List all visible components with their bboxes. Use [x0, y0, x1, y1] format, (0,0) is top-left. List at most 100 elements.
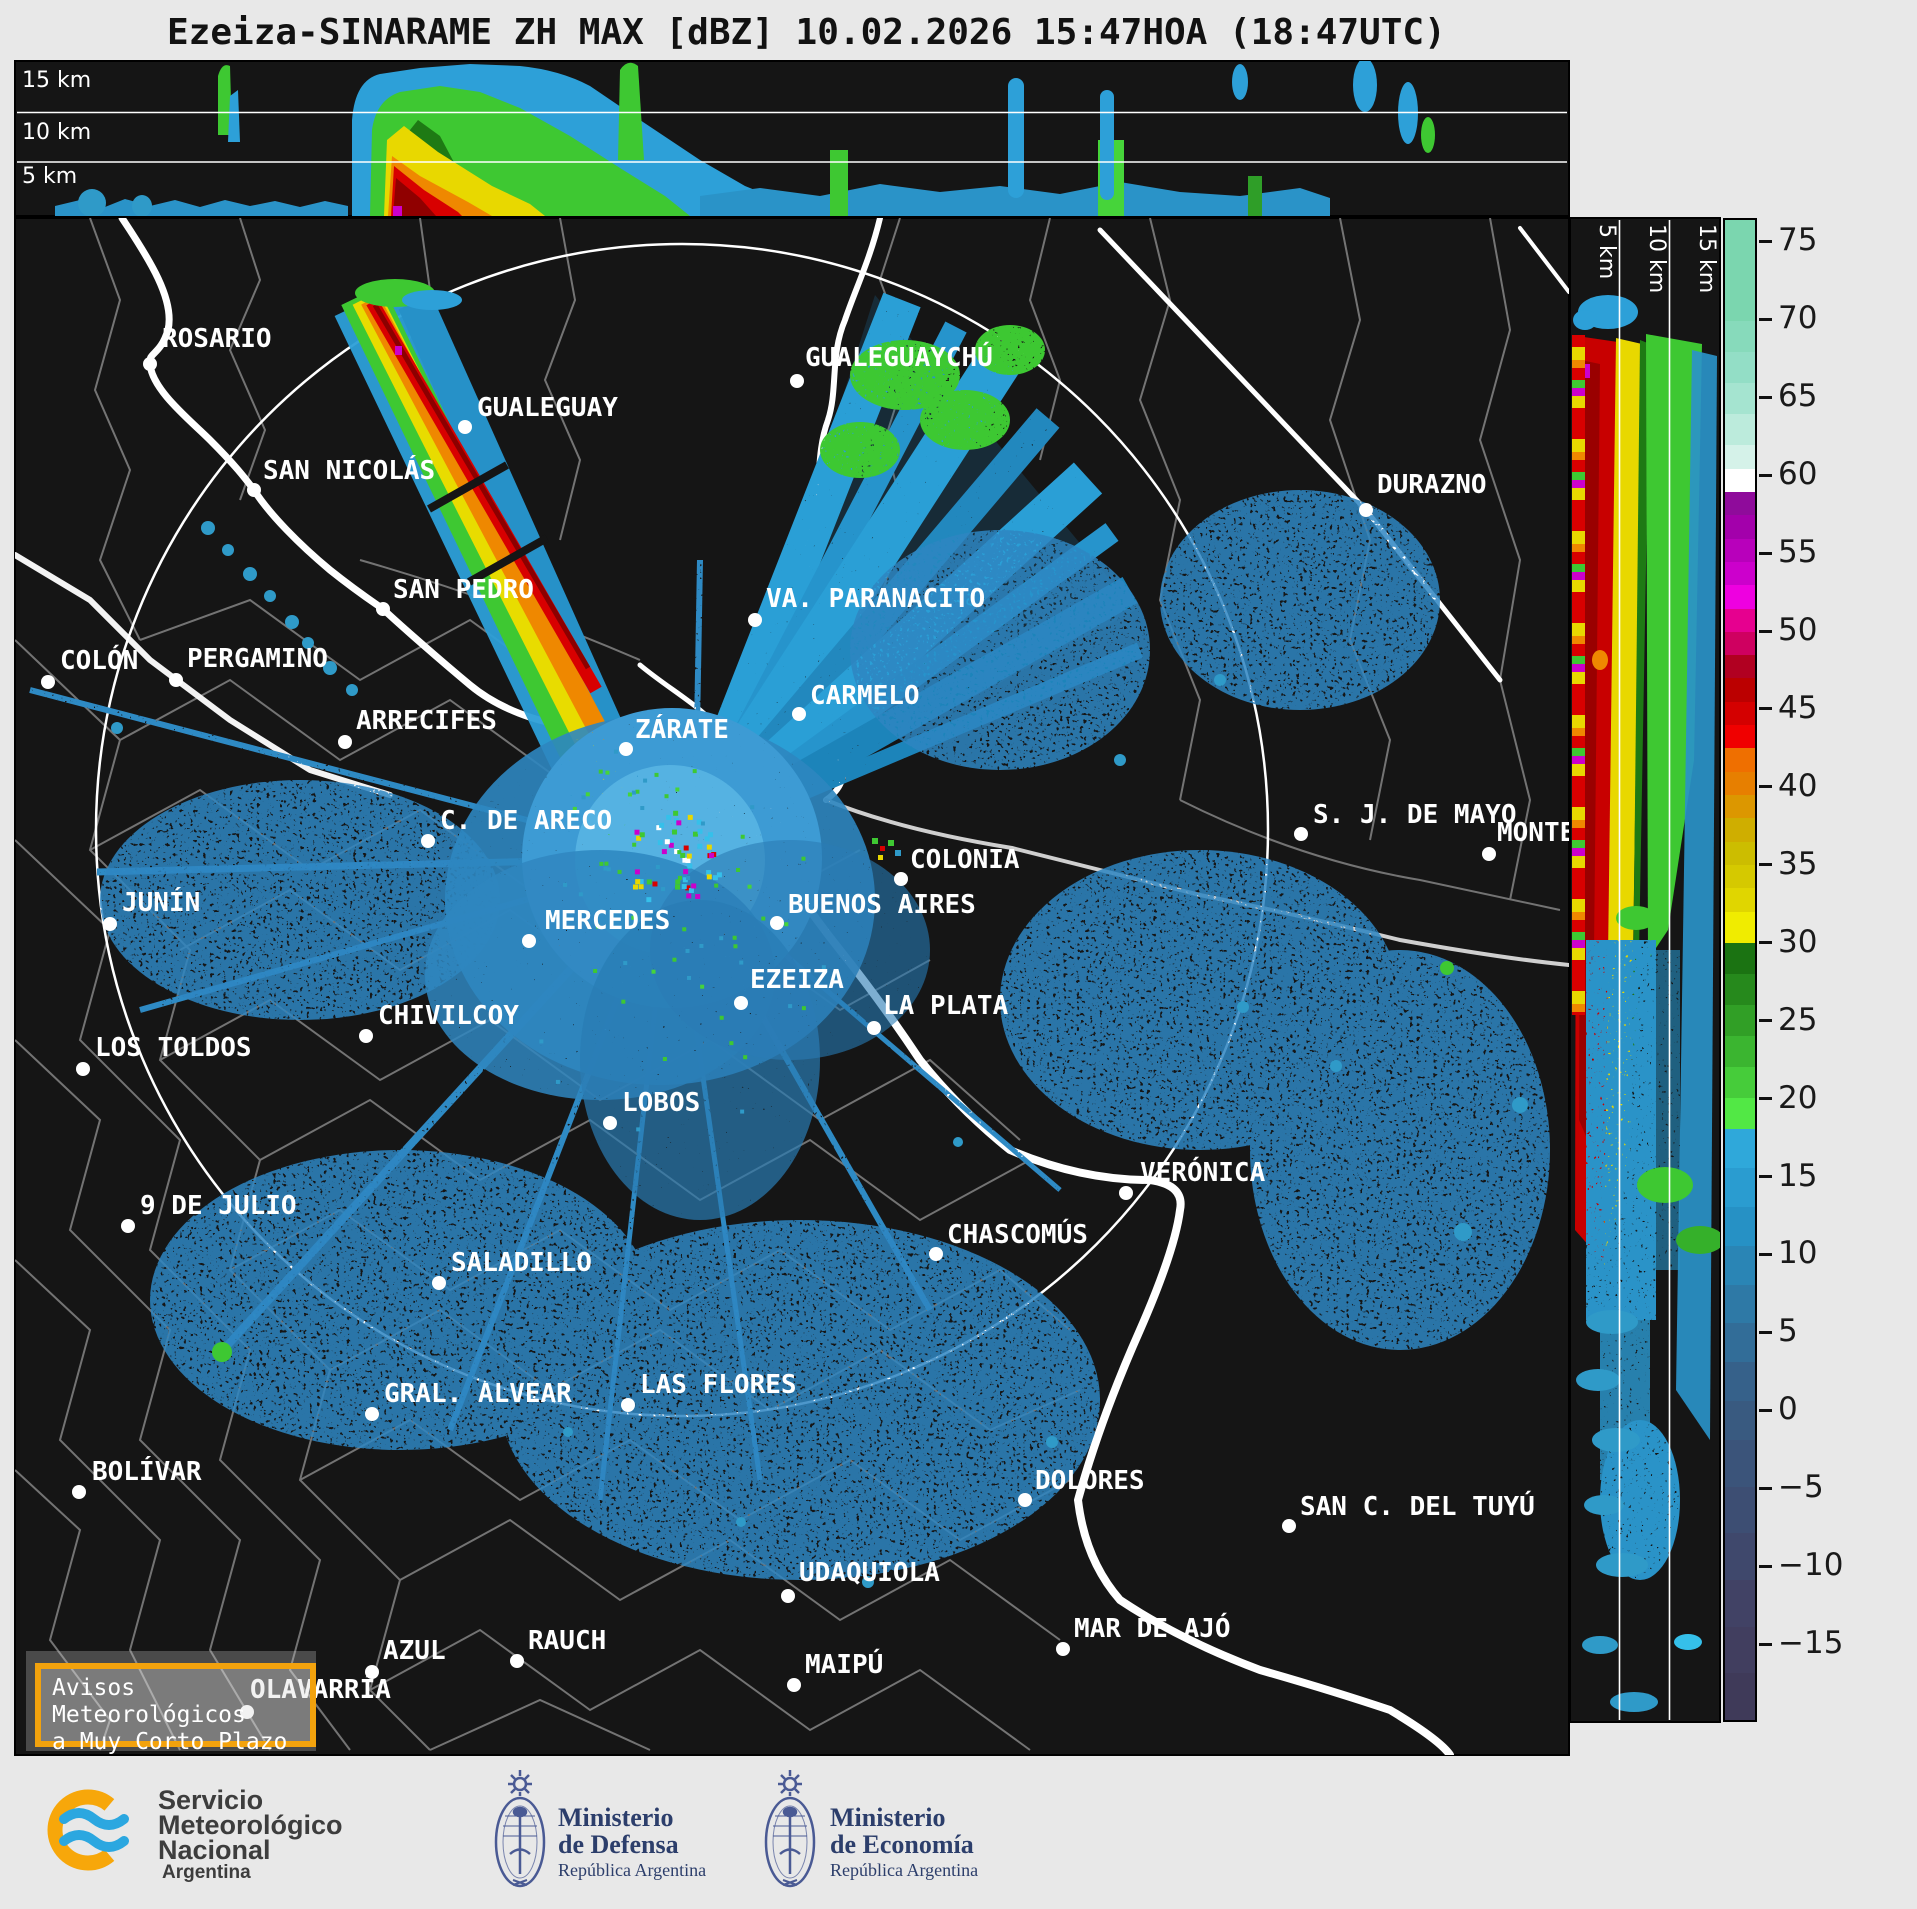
colorbar-tick-label: 60 — [1778, 456, 1908, 492]
city-label: SAN C. DEL TUYÚ — [1300, 1492, 1535, 1522]
city-dot — [41, 675, 55, 689]
city-label: MERCEDES — [545, 906, 670, 936]
colorbar-segment — [1725, 1362, 1755, 1401]
side-altitude-10km: 10 km — [1644, 224, 1669, 293]
colorbar-tick-mark — [1759, 863, 1772, 866]
strip-altitude-5km: 5 km — [22, 164, 77, 189]
city-label: BUENOS AIRES — [788, 890, 976, 920]
colorbar-tick-mark — [1759, 1019, 1772, 1022]
city-dot — [787, 1678, 801, 1692]
city-dot — [1056, 1642, 1070, 1656]
city-dot — [619, 742, 633, 756]
city-label: MAIPÚ — [805, 1650, 883, 1680]
colorbar-tick-mark — [1759, 941, 1772, 944]
warning-overlay: Avisos Meteorológicos a Muy Corto Plazo — [26, 1651, 316, 1751]
colorbar-segment — [1725, 609, 1755, 632]
defensa-line2: de Defensa — [558, 1830, 679, 1860]
city-dot — [1018, 1493, 1032, 1507]
city-label: GUALEGUAY — [477, 393, 618, 423]
colorbar-segment — [1725, 414, 1755, 445]
city-label: VA. PARANACITO — [766, 584, 985, 614]
colorbar-segment — [1725, 1323, 1755, 1362]
colorbar-segment — [1725, 725, 1755, 748]
side-altitude-15km: 15 km — [1694, 224, 1719, 293]
colorbar-segment — [1725, 1673, 1755, 1720]
city-label: EZEIZA — [750, 965, 844, 995]
city-dot — [143, 357, 157, 371]
city-dot — [792, 707, 806, 721]
economia-line3: República Argentina — [830, 1860, 978, 1881]
colorbar-tick-label: 70 — [1778, 300, 1908, 336]
city-dot — [76, 1062, 90, 1076]
city-label: ZÁRATE — [635, 715, 729, 745]
colorbar-segment — [1725, 1207, 1755, 1246]
city-label: LOBOS — [622, 1088, 700, 1118]
colorbar-tick-mark — [1759, 630, 1772, 633]
city-label: SAN NICOLÁS — [263, 456, 435, 486]
colorbar-segment — [1725, 632, 1755, 655]
city-label: S. J. DE MAYO — [1313, 800, 1517, 830]
colorbar-tick-mark — [1759, 1097, 1772, 1100]
map-overlay: ROSARIO GUALEGUAYCHÚ GUALEGUAY SAN NICOLÁS D… — [15, 218, 1569, 1755]
city-label: BOLÍVAR — [92, 1457, 202, 1487]
city-dot — [770, 916, 784, 930]
economia-crest-icon — [766, 1770, 814, 1886]
colorbar-segment — [1725, 1036, 1755, 1067]
colorbar-tick-mark — [1759, 785, 1772, 788]
side-altitude-5km: 5 km — [1594, 224, 1619, 279]
city-dot — [376, 602, 390, 616]
colorbar-segment — [1725, 888, 1755, 911]
city-dot — [1119, 1186, 1133, 1200]
colorbar-tick-label: 25 — [1778, 1002, 1908, 1038]
colorbar-segment — [1725, 539, 1755, 562]
strip-altitude-10km: 10 km — [22, 120, 91, 145]
city-dot — [929, 1247, 943, 1261]
city-dot — [121, 1219, 135, 1233]
colorbar-segment — [1725, 865, 1755, 888]
city-label: JUNÍN — [122, 888, 200, 918]
city-label: DOLORES — [1035, 1466, 1145, 1496]
colorbar-segment — [1725, 1246, 1755, 1285]
city-label: MONTEVIDEO — [1497, 818, 1569, 848]
dbz-colorbar — [1723, 218, 1757, 1722]
city-dot — [1294, 827, 1308, 841]
city-dot — [867, 1021, 881, 1035]
colorbar-segment — [1725, 585, 1755, 608]
city-dot — [621, 1398, 635, 1412]
colorbar-segment — [1725, 842, 1755, 865]
city-dot — [103, 917, 117, 931]
colorbar-segment — [1725, 445, 1755, 468]
defensa-crest-icon — [496, 1770, 544, 1886]
colorbar-segment — [1725, 772, 1755, 795]
colorbar-segment — [1725, 1487, 1755, 1534]
colorbar-segment — [1725, 1129, 1755, 1168]
colorbar-tick-mark — [1759, 396, 1772, 399]
city-dot — [603, 1116, 617, 1130]
city-dot — [790, 374, 804, 388]
colorbar-segment — [1725, 818, 1755, 841]
city-label: GUALEGUAYCHÚ — [805, 343, 993, 373]
city-label: CARMELO — [810, 681, 920, 711]
colorbar-segment — [1725, 515, 1755, 538]
city-label: MAR DE AJÓ — [1074, 1614, 1231, 1644]
colorbar-tick-label: 5 — [1778, 1313, 1908, 1349]
economia-line2: de Economía — [830, 1830, 974, 1860]
colorbar-segment — [1725, 1440, 1755, 1487]
colorbar-segment — [1725, 469, 1755, 492]
city-label: LAS FLORES — [640, 1370, 797, 1400]
city-dot — [1482, 847, 1496, 861]
colorbar-tick-mark — [1759, 1487, 1772, 1490]
defensa-line1: Ministerio — [558, 1803, 674, 1833]
page-title: Ezeiza-SINARAME ZH MAX [dBZ] 10.02.2026 … — [167, 12, 1446, 53]
colorbar-tick-label: 15 — [1778, 1158, 1908, 1194]
colorbar-tick-mark — [1759, 1643, 1772, 1646]
colorbar-segment — [1725, 974, 1755, 1005]
colorbar-tick-label: 65 — [1778, 378, 1908, 414]
city-label: RAUCH — [528, 1626, 606, 1656]
colorbar-tick-mark — [1759, 474, 1772, 477]
warning-line1: Avisos Meteorológicos — [52, 1675, 310, 1729]
city-dot — [72, 1485, 86, 1499]
colorbar-segment — [1725, 1580, 1755, 1627]
city-dot — [781, 1589, 795, 1603]
colorbar-tick-mark — [1759, 1253, 1772, 1256]
